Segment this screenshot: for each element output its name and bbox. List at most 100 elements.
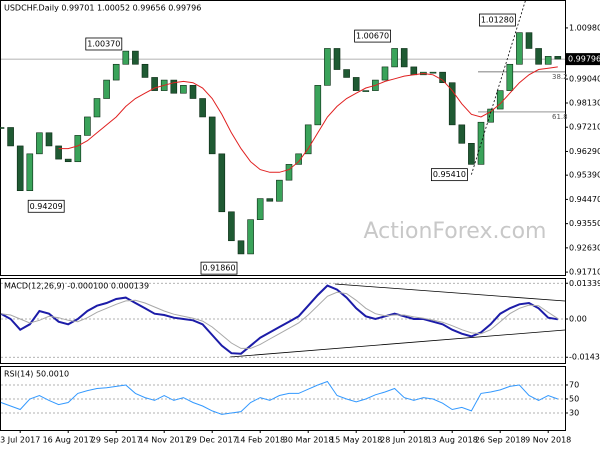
x-tick-label: 16 Aug 2017 bbox=[43, 436, 94, 445]
moving-average bbox=[58, 66, 558, 173]
fib-label: 61.8 bbox=[552, 113, 568, 121]
y-tick-label: 0.99040 bbox=[569, 75, 600, 84]
indicator-line bbox=[0, 291, 559, 349]
candle bbox=[256, 198, 264, 220]
candle bbox=[84, 116, 91, 136]
candle bbox=[410, 66, 418, 76]
candle bbox=[343, 69, 350, 78]
candle bbox=[439, 71, 446, 84]
candle bbox=[333, 48, 341, 70]
candle bbox=[237, 240, 245, 255]
y-tick-label: 0.96290 bbox=[569, 147, 600, 156]
panel-title: RSI(14) 50.0010 bbox=[4, 370, 69, 379]
swing-label: 1.00670 bbox=[356, 32, 389, 41]
candle bbox=[314, 85, 322, 126]
macd-trendline bbox=[334, 283, 566, 302]
watermark: ActionForex.com bbox=[364, 219, 547, 244]
swing-label: 1.01280 bbox=[481, 16, 514, 25]
current-price-label: 0.99796 bbox=[568, 55, 600, 64]
candle bbox=[516, 32, 523, 65]
candle bbox=[141, 63, 149, 78]
candle bbox=[352, 77, 360, 91]
candle bbox=[112, 63, 120, 81]
candle bbox=[554, 56, 562, 60]
y-tick-label: -0.014323 bbox=[569, 353, 600, 362]
x-tick-label: 29 Sep 2017 bbox=[91, 436, 142, 445]
candle bbox=[218, 153, 226, 213]
macd-panel bbox=[0, 278, 566, 364]
candle bbox=[391, 48, 398, 68]
swing-box bbox=[27, 199, 65, 213]
candle bbox=[448, 82, 456, 126]
indicator-line bbox=[0, 380, 558, 415]
candle bbox=[247, 219, 254, 255]
x-tick-label: 14 Feb 2018 bbox=[235, 436, 285, 445]
y-tick-label: 0.98130 bbox=[569, 98, 600, 107]
y-tick-label: 0.91710 bbox=[569, 268, 600, 277]
panel-title: USDCHF.Daily 0.99701 1.00052 0.99656 0.9… bbox=[4, 4, 201, 13]
candle bbox=[362, 90, 370, 92]
macd-trendline bbox=[229, 329, 566, 358]
y-tick-label: 0.00 bbox=[569, 315, 587, 324]
candle bbox=[180, 85, 187, 94]
candle bbox=[266, 198, 274, 202]
candle bbox=[36, 132, 43, 155]
candle bbox=[0, 127, 5, 129]
x-tick-label: 13 Aug 2018 bbox=[427, 436, 478, 445]
x-tick-label: 9 Nov 2018 bbox=[525, 436, 571, 445]
candle bbox=[324, 48, 331, 86]
y-tick-label: 0.97210 bbox=[569, 123, 600, 132]
candle bbox=[458, 124, 466, 144]
candle bbox=[525, 32, 533, 49]
candle bbox=[381, 66, 389, 81]
candle bbox=[400, 48, 408, 68]
y-tick-label: 0.92630 bbox=[569, 243, 600, 252]
candle bbox=[199, 98, 206, 118]
current-price-box bbox=[566, 53, 600, 66]
indicator-line bbox=[0, 284, 558, 355]
swing-box bbox=[478, 13, 516, 27]
fib-label: 38.2 bbox=[552, 73, 568, 81]
swing-box bbox=[85, 37, 123, 51]
y-tick-label: 1.00980 bbox=[569, 23, 600, 32]
swing-label: 0.91860 bbox=[202, 264, 235, 273]
swing-label: 0.95410 bbox=[433, 170, 466, 179]
candle bbox=[295, 153, 302, 165]
rsi-panel bbox=[0, 366, 566, 431]
candle bbox=[122, 50, 130, 65]
candle bbox=[304, 124, 312, 155]
candle bbox=[228, 211, 235, 242]
price-panel bbox=[0, 0, 566, 276]
swing-label: 1.00370 bbox=[87, 39, 120, 48]
swing-box bbox=[430, 168, 468, 182]
candle bbox=[170, 79, 178, 94]
candle bbox=[7, 127, 14, 147]
candle bbox=[544, 56, 552, 65]
x-tick-label: 29 Dec 2017 bbox=[187, 436, 238, 445]
x-tick-label: 26 Sep 2018 bbox=[475, 436, 526, 445]
candle bbox=[189, 85, 197, 99]
y-tick-label: 0.93550 bbox=[569, 219, 600, 228]
candle bbox=[16, 145, 24, 192]
candle bbox=[64, 158, 72, 163]
candle bbox=[103, 79, 110, 99]
x-tick-label: 14 Nov 2017 bbox=[139, 436, 190, 445]
candle bbox=[506, 63, 514, 91]
candle bbox=[496, 90, 504, 110]
swing-box bbox=[354, 29, 392, 43]
swing-box bbox=[200, 261, 238, 275]
candle bbox=[285, 164, 293, 181]
candle bbox=[26, 153, 34, 192]
x-tick-label: 30 Mar 2018 bbox=[283, 436, 334, 445]
panel-title: MACD(12,26,9) -0.000100 0.000139 bbox=[4, 282, 149, 291]
candle bbox=[276, 179, 283, 202]
candle bbox=[132, 50, 139, 65]
candle bbox=[93, 98, 101, 118]
candle bbox=[535, 48, 542, 65]
y-tick-label: 0.94470 bbox=[569, 195, 600, 204]
candle bbox=[55, 145, 62, 160]
y-tick-label: 0.013391 bbox=[569, 279, 600, 288]
candle bbox=[45, 132, 53, 147]
